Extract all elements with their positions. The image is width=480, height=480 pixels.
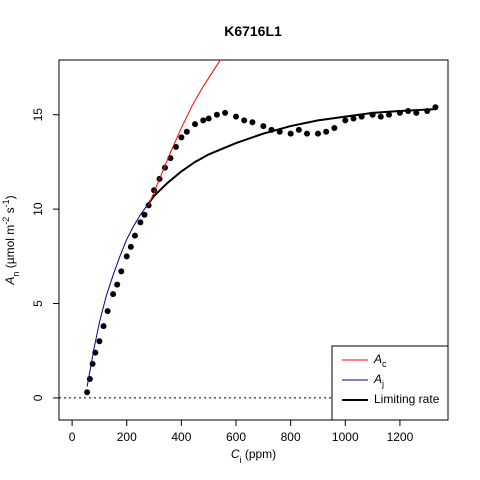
data-point [84, 389, 91, 396]
data-point [222, 109, 229, 116]
data-point [137, 219, 144, 226]
data-point [205, 115, 212, 122]
x-tick-label: 800 [281, 430, 301, 444]
legend-name: A [373, 352, 382, 366]
x-tick-label: 200 [117, 430, 137, 444]
label-part: i [240, 455, 242, 465]
data-point [233, 113, 240, 120]
data-point [260, 123, 267, 130]
label-part: -2 [1, 217, 11, 225]
label-part: (ppm) [242, 447, 277, 461]
y-tick-label: 0 [31, 394, 45, 401]
label-part: s [3, 207, 17, 216]
curve [148, 60, 221, 206]
data-point [183, 128, 190, 135]
xlabel-parts: Ci (ppm) [231, 447, 276, 465]
legend-name: A [373, 372, 382, 386]
legend-label: Ac [373, 352, 387, 369]
data-point [100, 323, 107, 330]
data-point [323, 128, 330, 135]
legend-subscript: c [382, 359, 387, 369]
ylabel-parts: An (µmol m-2 s-1) [1, 195, 21, 285]
y-tick-label: 15 [31, 108, 45, 122]
data-point [110, 291, 117, 298]
data-point [241, 117, 248, 124]
curve [147, 108, 436, 205]
legend-subscript: j [381, 379, 384, 389]
legend-name: Limiting rate [374, 392, 440, 406]
data-point [200, 117, 207, 124]
data-point [104, 308, 111, 315]
label-part: -1 [1, 199, 11, 207]
data-point [377, 113, 384, 120]
label-part: n [11, 272, 21, 277]
label-part: (µmol m [3, 225, 17, 272]
curve [86, 203, 150, 387]
data-point [314, 130, 321, 137]
plot-area [59, 60, 448, 399]
data-point [127, 243, 134, 250]
chart-title: K6716L1 [224, 23, 282, 39]
label-part: C [231, 447, 240, 461]
data-point [123, 253, 130, 260]
data-point [413, 109, 420, 116]
data-point [118, 268, 125, 275]
data-point [213, 111, 220, 118]
data-point [178, 134, 185, 141]
data-point [96, 338, 103, 345]
data-point [249, 119, 256, 126]
data-point [342, 117, 349, 124]
x-tick-label: 1000 [332, 430, 359, 444]
x-tick-label: 0 [69, 430, 76, 444]
y-tick-label: 10 [31, 202, 45, 216]
legend-label: Aj [373, 372, 384, 389]
legend-label: Limiting rate [374, 392, 440, 406]
data-point [172, 143, 179, 150]
x-tick-label: 400 [171, 430, 191, 444]
data-point [114, 281, 121, 288]
data-point [304, 130, 311, 137]
data-point [287, 130, 294, 137]
data-point [385, 111, 392, 118]
data-point [331, 124, 338, 131]
x-tick-label: 1200 [387, 430, 414, 444]
y-tick-label: 5 [31, 300, 45, 307]
label-part: A [3, 277, 17, 286]
x-tick-label: 600 [226, 430, 246, 444]
data-point [350, 115, 357, 122]
data-point [295, 126, 302, 133]
data-point [192, 121, 199, 128]
plot-frame [58, 59, 449, 421]
data-point [131, 232, 138, 239]
data-point [141, 211, 148, 218]
legend-box [331, 345, 449, 421]
label-part: ) [3, 195, 17, 199]
